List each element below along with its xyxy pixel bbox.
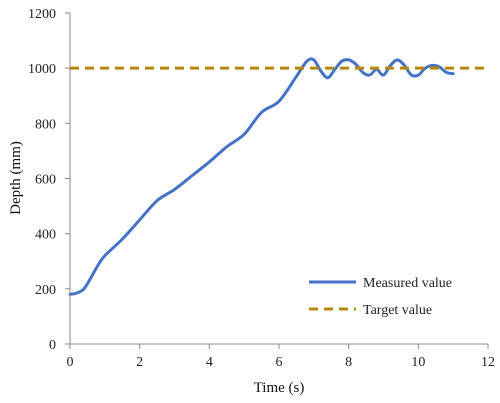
x-tick-label: 10	[411, 355, 425, 370]
plot-area	[68, 57, 488, 296]
y-tick-label: 0	[49, 338, 56, 353]
legend-label-measured-value: Measured value	[363, 276, 452, 291]
series-line-measured-value	[68, 57, 455, 296]
legend-label-target-value: Target value	[363, 303, 432, 318]
x-tick-label: 8	[345, 355, 352, 370]
y-tick-label: 1000	[28, 62, 56, 77]
x-tick-label: 12	[481, 355, 495, 370]
y-tick-label: 400	[35, 228, 56, 243]
y-axis-label: Depth (mm)	[8, 141, 24, 215]
y-tick-label: 200	[35, 283, 56, 298]
x-tick-label: 6	[276, 355, 283, 370]
x-tick-label: 4	[206, 355, 213, 370]
axes: 0 2 4 6 8 10 12 0 200 400 600 800 1000 1200	[28, 7, 495, 370]
x-axis-label: Time (s)	[254, 380, 305, 396]
x-tick-label: 2	[136, 355, 143, 370]
y-tick-label: 600	[35, 173, 56, 188]
x-tick-label: 0	[67, 355, 74, 370]
legend: Measured value Target value	[309, 276, 452, 318]
y-tick-label: 800	[35, 117, 56, 132]
y-tick-label: 1200	[28, 7, 56, 22]
